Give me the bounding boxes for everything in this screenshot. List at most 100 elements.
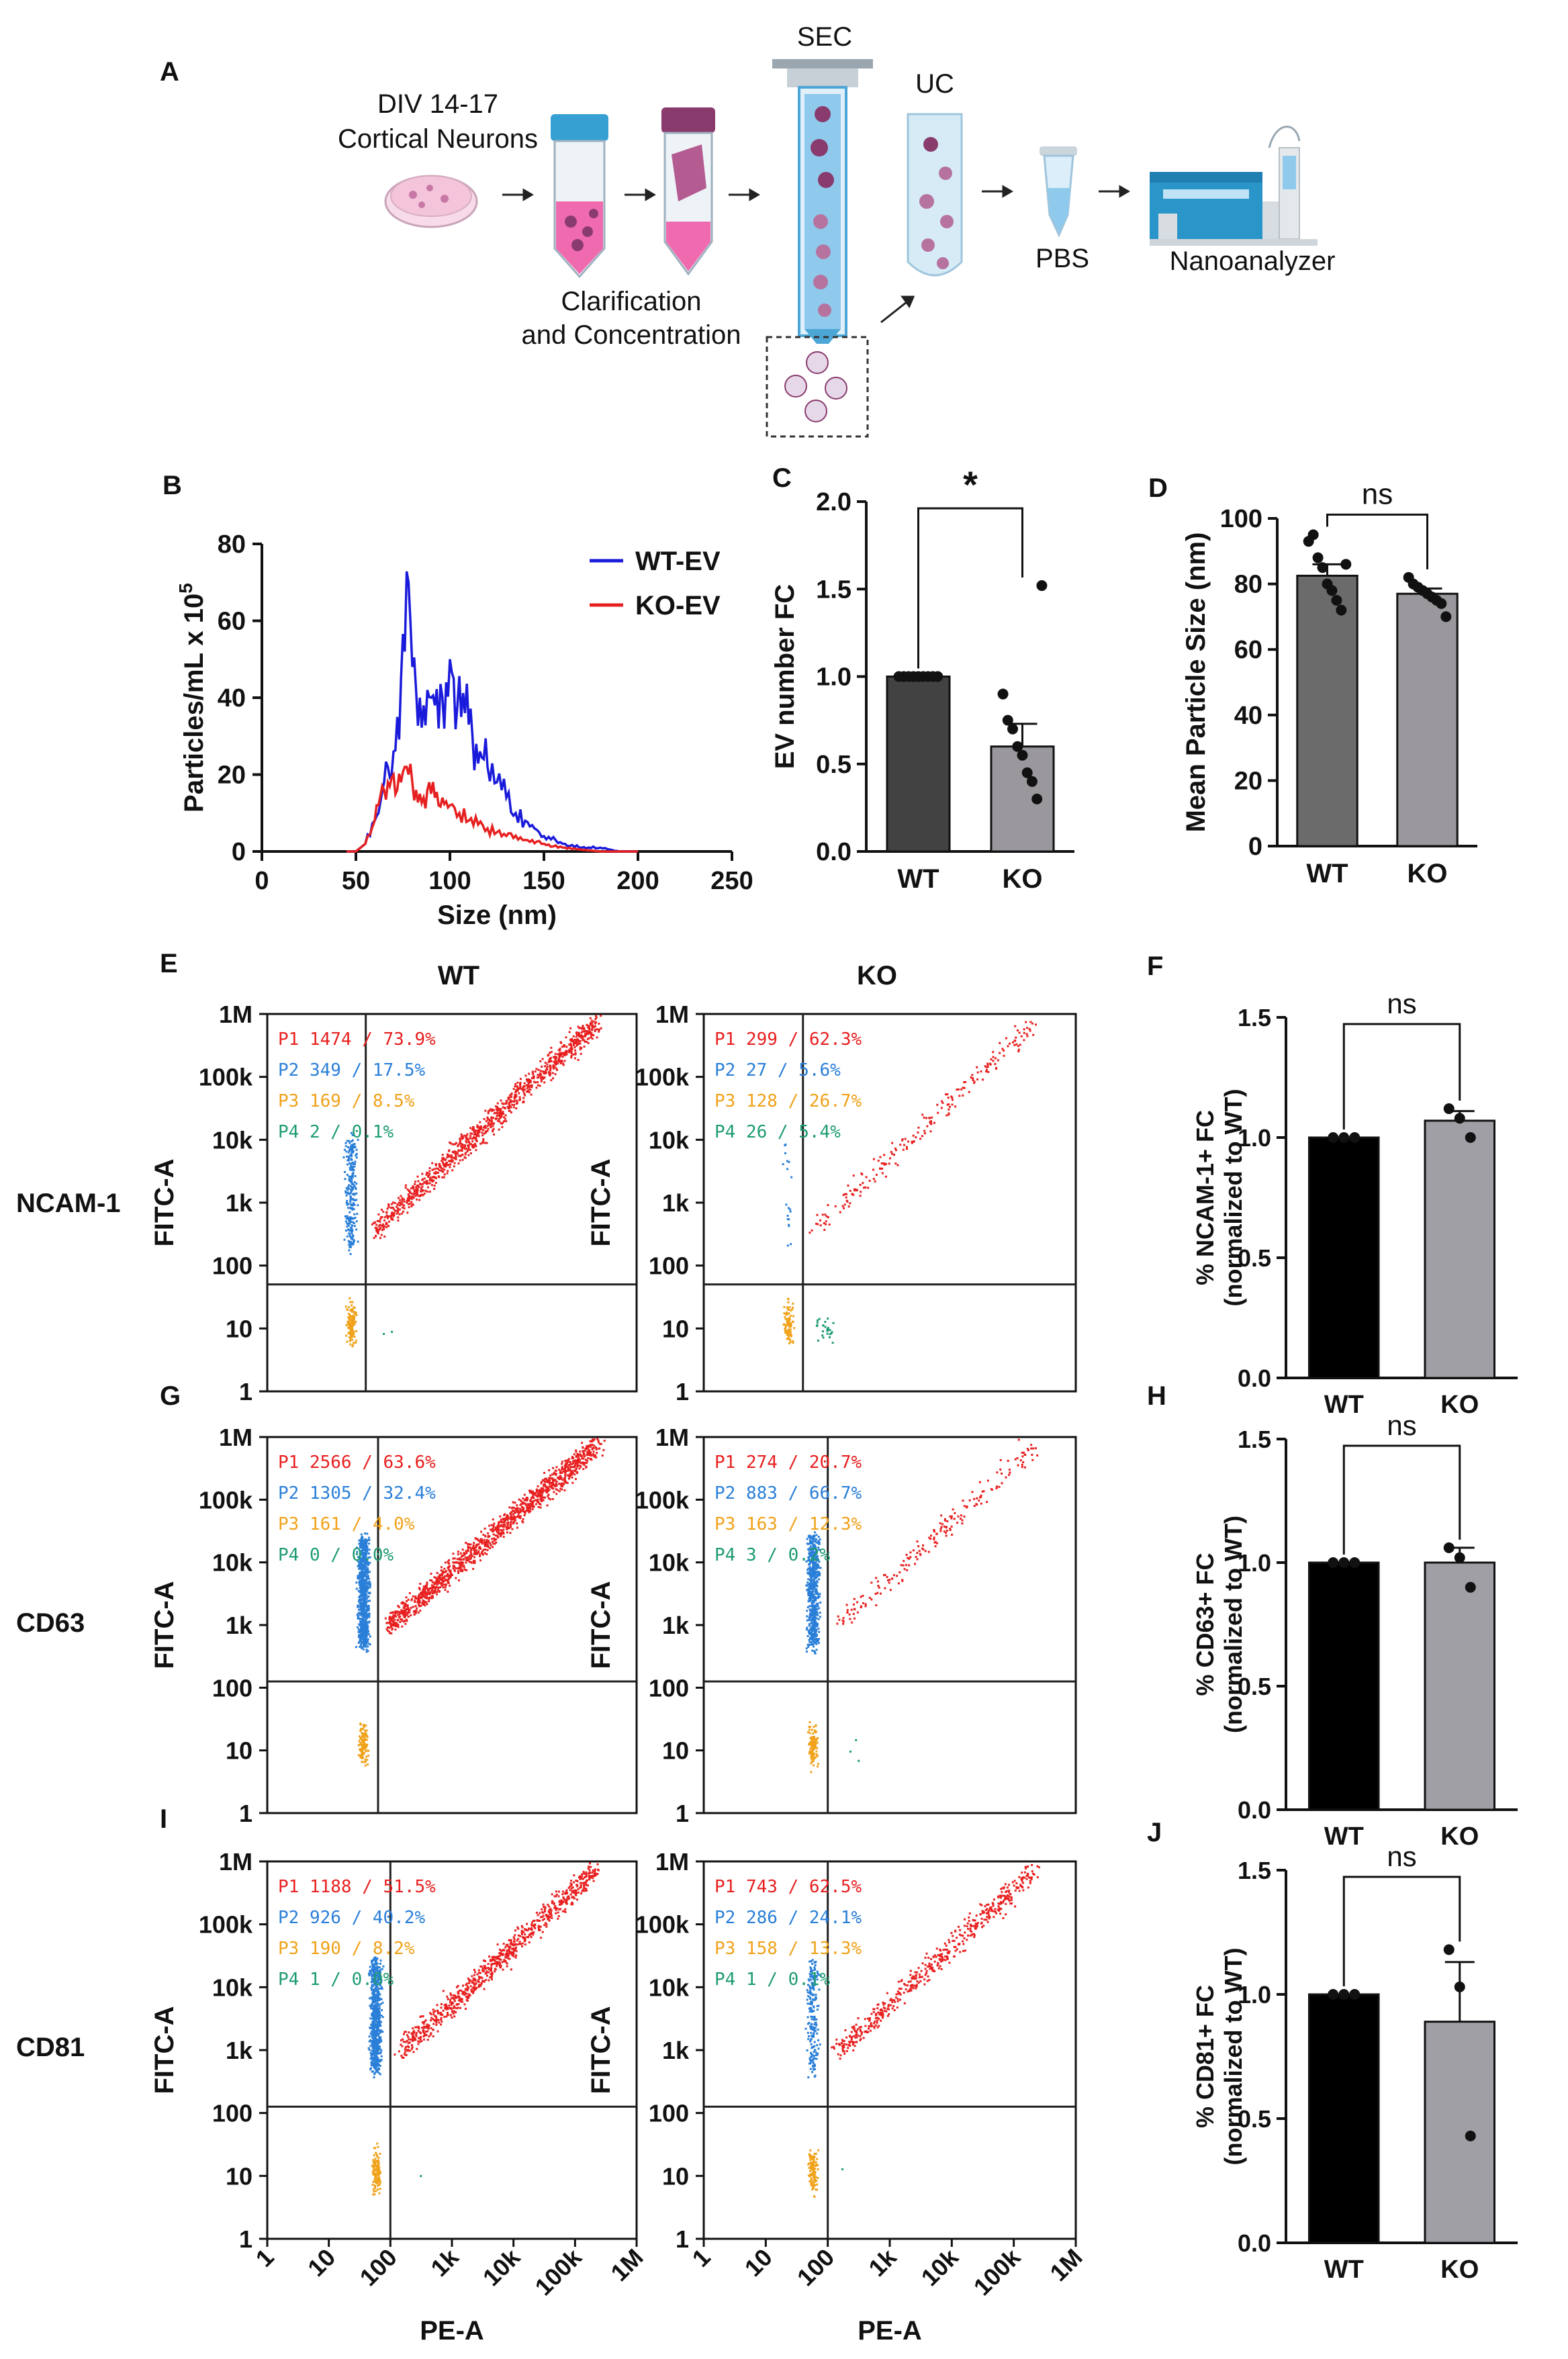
event-p2 xyxy=(346,1163,349,1166)
event-p1 xyxy=(891,1152,894,1155)
flow-plot-cd63-ko: P1 274 / 20.7%P2 883 / 66.7%P3 163 / 12.… xyxy=(586,1424,1077,1827)
event-p1 xyxy=(496,1106,499,1109)
ev-number-bar-chart: 0.00.51.01.52.0WT KO*EV number FC xyxy=(770,463,1074,894)
event-p1 xyxy=(559,1062,562,1065)
event-p1 xyxy=(946,1520,949,1522)
y-tick-label: 1.5 xyxy=(1238,1426,1271,1453)
event-p1 xyxy=(490,1524,493,1526)
event-p1 xyxy=(416,1189,419,1191)
event-p1 xyxy=(527,1078,530,1080)
legend-label: KO-EV xyxy=(635,591,721,620)
event-p2 xyxy=(815,1639,818,1642)
event-p1 xyxy=(896,1164,899,1166)
event-p2 xyxy=(368,1643,371,1645)
event-p1 xyxy=(404,1615,406,1618)
event-p2 xyxy=(813,1546,815,1548)
event-p2 xyxy=(350,1189,353,1191)
bar-ko xyxy=(1424,2021,1495,2244)
event-p3 xyxy=(365,1755,368,1758)
event-p3 xyxy=(792,1342,794,1344)
event-p2 xyxy=(359,1553,361,1555)
event-p3 xyxy=(788,1312,790,1315)
event-p2 xyxy=(359,1637,361,1640)
event-p1 xyxy=(1025,1021,1027,1023)
event-p1 xyxy=(389,1616,391,1618)
event-p2 xyxy=(788,1223,790,1226)
event-p2 xyxy=(810,1626,813,1629)
event-p1 xyxy=(541,1058,544,1060)
event-p1 xyxy=(583,1030,586,1033)
event-p2 xyxy=(368,1548,371,1551)
y-tick-label: 100 xyxy=(649,1252,689,1280)
event-p1 xyxy=(482,1138,485,1140)
event-p1 xyxy=(882,1574,885,1577)
event-p1 xyxy=(575,1459,578,1462)
event-p3 xyxy=(355,1330,358,1332)
event-p1 xyxy=(563,1480,566,1483)
event-p1 xyxy=(417,1611,420,1614)
event-p1 xyxy=(520,1499,522,1502)
event-p3 xyxy=(361,1753,364,1756)
event-p1 xyxy=(439,1589,441,1592)
event-p2 xyxy=(366,1607,369,1610)
event-p1 xyxy=(513,1101,516,1103)
x-axis-title: Size (nm) xyxy=(437,900,557,930)
event-p1 xyxy=(448,1559,451,1561)
event-p1 xyxy=(424,1604,426,1607)
event-p1 xyxy=(922,1548,925,1551)
event-p2 xyxy=(807,1583,810,1586)
event-p1 xyxy=(414,1605,417,1608)
event-p1 xyxy=(455,1142,457,1144)
panel-label-h: H xyxy=(1147,1381,1166,1411)
event-p1 xyxy=(961,1522,964,1525)
event-p1 xyxy=(553,1479,555,1482)
event-p2 xyxy=(807,1646,810,1649)
event-p1 xyxy=(567,1477,570,1480)
event-p1 xyxy=(403,1200,406,1203)
event-p2 xyxy=(811,1612,814,1615)
event-p1 xyxy=(415,1191,418,1193)
event-p1 xyxy=(843,1193,846,1195)
event-p2 xyxy=(815,1610,818,1613)
event-p2 xyxy=(815,1577,817,1580)
event-p1 xyxy=(889,1589,892,1591)
event-p1 xyxy=(486,1117,489,1119)
event-p2 xyxy=(367,1624,369,1627)
event-p2 xyxy=(353,1169,355,1172)
event-p1 xyxy=(574,1041,577,1044)
event-p1 xyxy=(948,1103,950,1105)
event-p1 xyxy=(469,1543,472,1546)
event-p3 xyxy=(789,1331,792,1334)
event-p1 xyxy=(381,1225,383,1228)
event-p1 xyxy=(828,1223,831,1226)
event-p1 xyxy=(400,1618,402,1621)
event-p1 xyxy=(461,1135,464,1138)
event-p1 xyxy=(1036,1454,1039,1456)
event-p1 xyxy=(496,1536,499,1538)
event-p2 xyxy=(806,1571,809,1574)
event-p3 xyxy=(359,1748,361,1751)
event-p1 xyxy=(523,1501,526,1504)
event-p1 xyxy=(590,1034,592,1037)
event-p2 xyxy=(365,1561,367,1564)
event-p1 xyxy=(915,1556,917,1559)
event-p1 xyxy=(479,1125,482,1127)
event-p3 xyxy=(351,1318,353,1321)
event-p2 xyxy=(810,1597,813,1600)
event-p4 xyxy=(828,1336,831,1339)
event-p1 xyxy=(518,1092,520,1095)
event-p2 xyxy=(367,1575,369,1577)
event-p1 xyxy=(416,1198,418,1201)
event-p1 xyxy=(1014,1025,1017,1027)
event-p4 xyxy=(822,1324,825,1327)
event-p2 xyxy=(345,1150,348,1153)
event-p1 xyxy=(1021,1455,1024,1458)
event-p1 xyxy=(552,1064,555,1066)
event-p1 xyxy=(551,1072,554,1074)
event-p1 xyxy=(498,1525,500,1528)
event-p1 xyxy=(1007,1460,1009,1463)
event-p1 xyxy=(956,1089,958,1091)
event-p1 xyxy=(870,1598,873,1601)
event-p1 xyxy=(564,1459,567,1462)
event-p1 xyxy=(562,1482,565,1485)
